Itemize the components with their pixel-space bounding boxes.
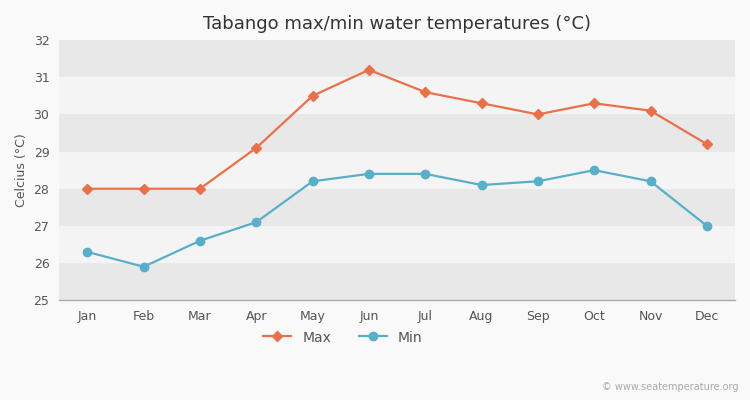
Text: © www.seatemperature.org: © www.seatemperature.org (602, 382, 739, 392)
Bar (59, 226, 735, 263)
Y-axis label: Celcius (°C): Celcius (°C) (15, 133, 28, 207)
Line: Max: Max (83, 66, 711, 192)
Min (477, 183, 486, 188)
Max (421, 90, 430, 94)
Min (421, 172, 430, 176)
Legend: Max, Min: Max, Min (258, 325, 428, 350)
Bar (59, 189, 735, 226)
Min (196, 238, 205, 243)
Max (477, 101, 486, 106)
Min (308, 179, 317, 184)
Max (590, 101, 598, 106)
Min (646, 179, 655, 184)
Min (82, 250, 92, 254)
Max (140, 186, 148, 191)
Max (252, 146, 261, 150)
Bar (59, 263, 735, 300)
Min (364, 172, 374, 176)
Line: Min: Min (83, 166, 711, 271)
Max (82, 186, 92, 191)
Min (140, 264, 148, 269)
Min (533, 179, 542, 184)
Bar (59, 77, 735, 114)
Bar (59, 114, 735, 152)
Min (590, 168, 598, 172)
Bar (59, 40, 735, 77)
Max (196, 186, 205, 191)
Max (702, 142, 711, 146)
Title: Tabango max/min water temperatures (°C): Tabango max/min water temperatures (°C) (203, 15, 591, 33)
Min (252, 220, 261, 224)
Max (308, 94, 317, 98)
Max (364, 68, 374, 72)
Min (702, 224, 711, 228)
Max (646, 108, 655, 113)
Max (533, 112, 542, 117)
Bar (59, 152, 735, 189)
